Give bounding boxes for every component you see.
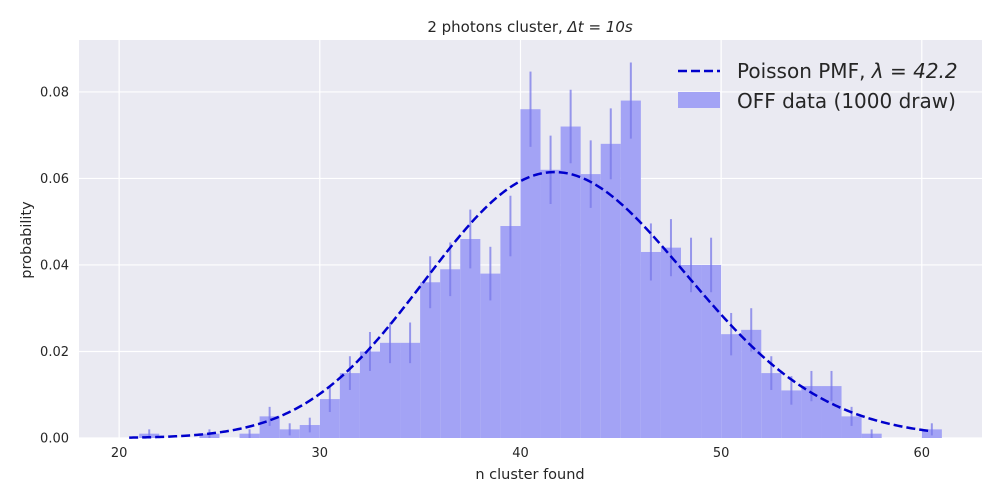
histogram-bar (841, 416, 862, 438)
histogram-bar (380, 342, 401, 438)
legend-label-data: OFF data (1000 draw) (737, 89, 956, 113)
y-tick-label: 0.06 (40, 172, 69, 187)
histogram-bar (480, 273, 501, 438)
x-tick-label: 60 (914, 446, 931, 461)
legend-label-pmf: Poisson PMF, λ = 42.2 (737, 59, 958, 83)
histogram-bars (139, 100, 942, 439)
y-tick-label: 0.04 (40, 258, 69, 273)
histogram-bar (660, 247, 681, 438)
histogram-bar (821, 386, 842, 438)
histogram-bar (400, 342, 421, 438)
histogram-bar (440, 269, 461, 438)
x-tick-labels: 20 30 40 50 60 (111, 446, 930, 461)
histogram-bar (580, 174, 601, 438)
y-tick-label: 0.00 (40, 432, 69, 447)
histogram-bar (520, 109, 541, 438)
histogram-bar (560, 126, 581, 439)
x-axis-label: n cluster found (475, 467, 584, 483)
histogram-bar (640, 251, 661, 438)
x-tick-label: 30 (312, 446, 329, 461)
x-tick-label: 20 (111, 446, 128, 461)
y-tick-labels: 0.00 0.02 0.04 0.06 0.08 (40, 85, 69, 446)
chart-title: 2 photons cluster, Δt = 10s (427, 18, 633, 36)
histogram-bar (339, 373, 360, 438)
poisson-pmf-line (129, 170, 932, 439)
histogram-bar (801, 386, 822, 438)
histogram-bar (420, 282, 441, 438)
error-bars (148, 62, 933, 438)
histogram-bar (781, 390, 802, 438)
histogram-bar (500, 226, 521, 438)
histogram-bar (741, 329, 762, 438)
histogram-bar (540, 169, 561, 439)
histogram-bar (721, 334, 742, 438)
y-axis-label: probability (19, 201, 35, 279)
histogram-bar (359, 351, 380, 438)
histogram-bar (681, 264, 702, 438)
histogram-bar (600, 143, 621, 438)
x-tick-label: 50 (713, 446, 730, 461)
histogram-bar (460, 239, 481, 438)
histogram-bar (620, 100, 641, 438)
y-tick-label: 0.02 (40, 345, 69, 360)
legend: Poisson PMF, λ = 42.2 OFF data (1000 dra… (678, 59, 958, 113)
histogram-bar (761, 373, 782, 438)
x-tick-label: 40 (512, 446, 529, 461)
legend-bar-swatch (678, 92, 720, 108)
histogram-bar (319, 399, 340, 438)
y-tick-label: 0.08 (40, 85, 69, 100)
